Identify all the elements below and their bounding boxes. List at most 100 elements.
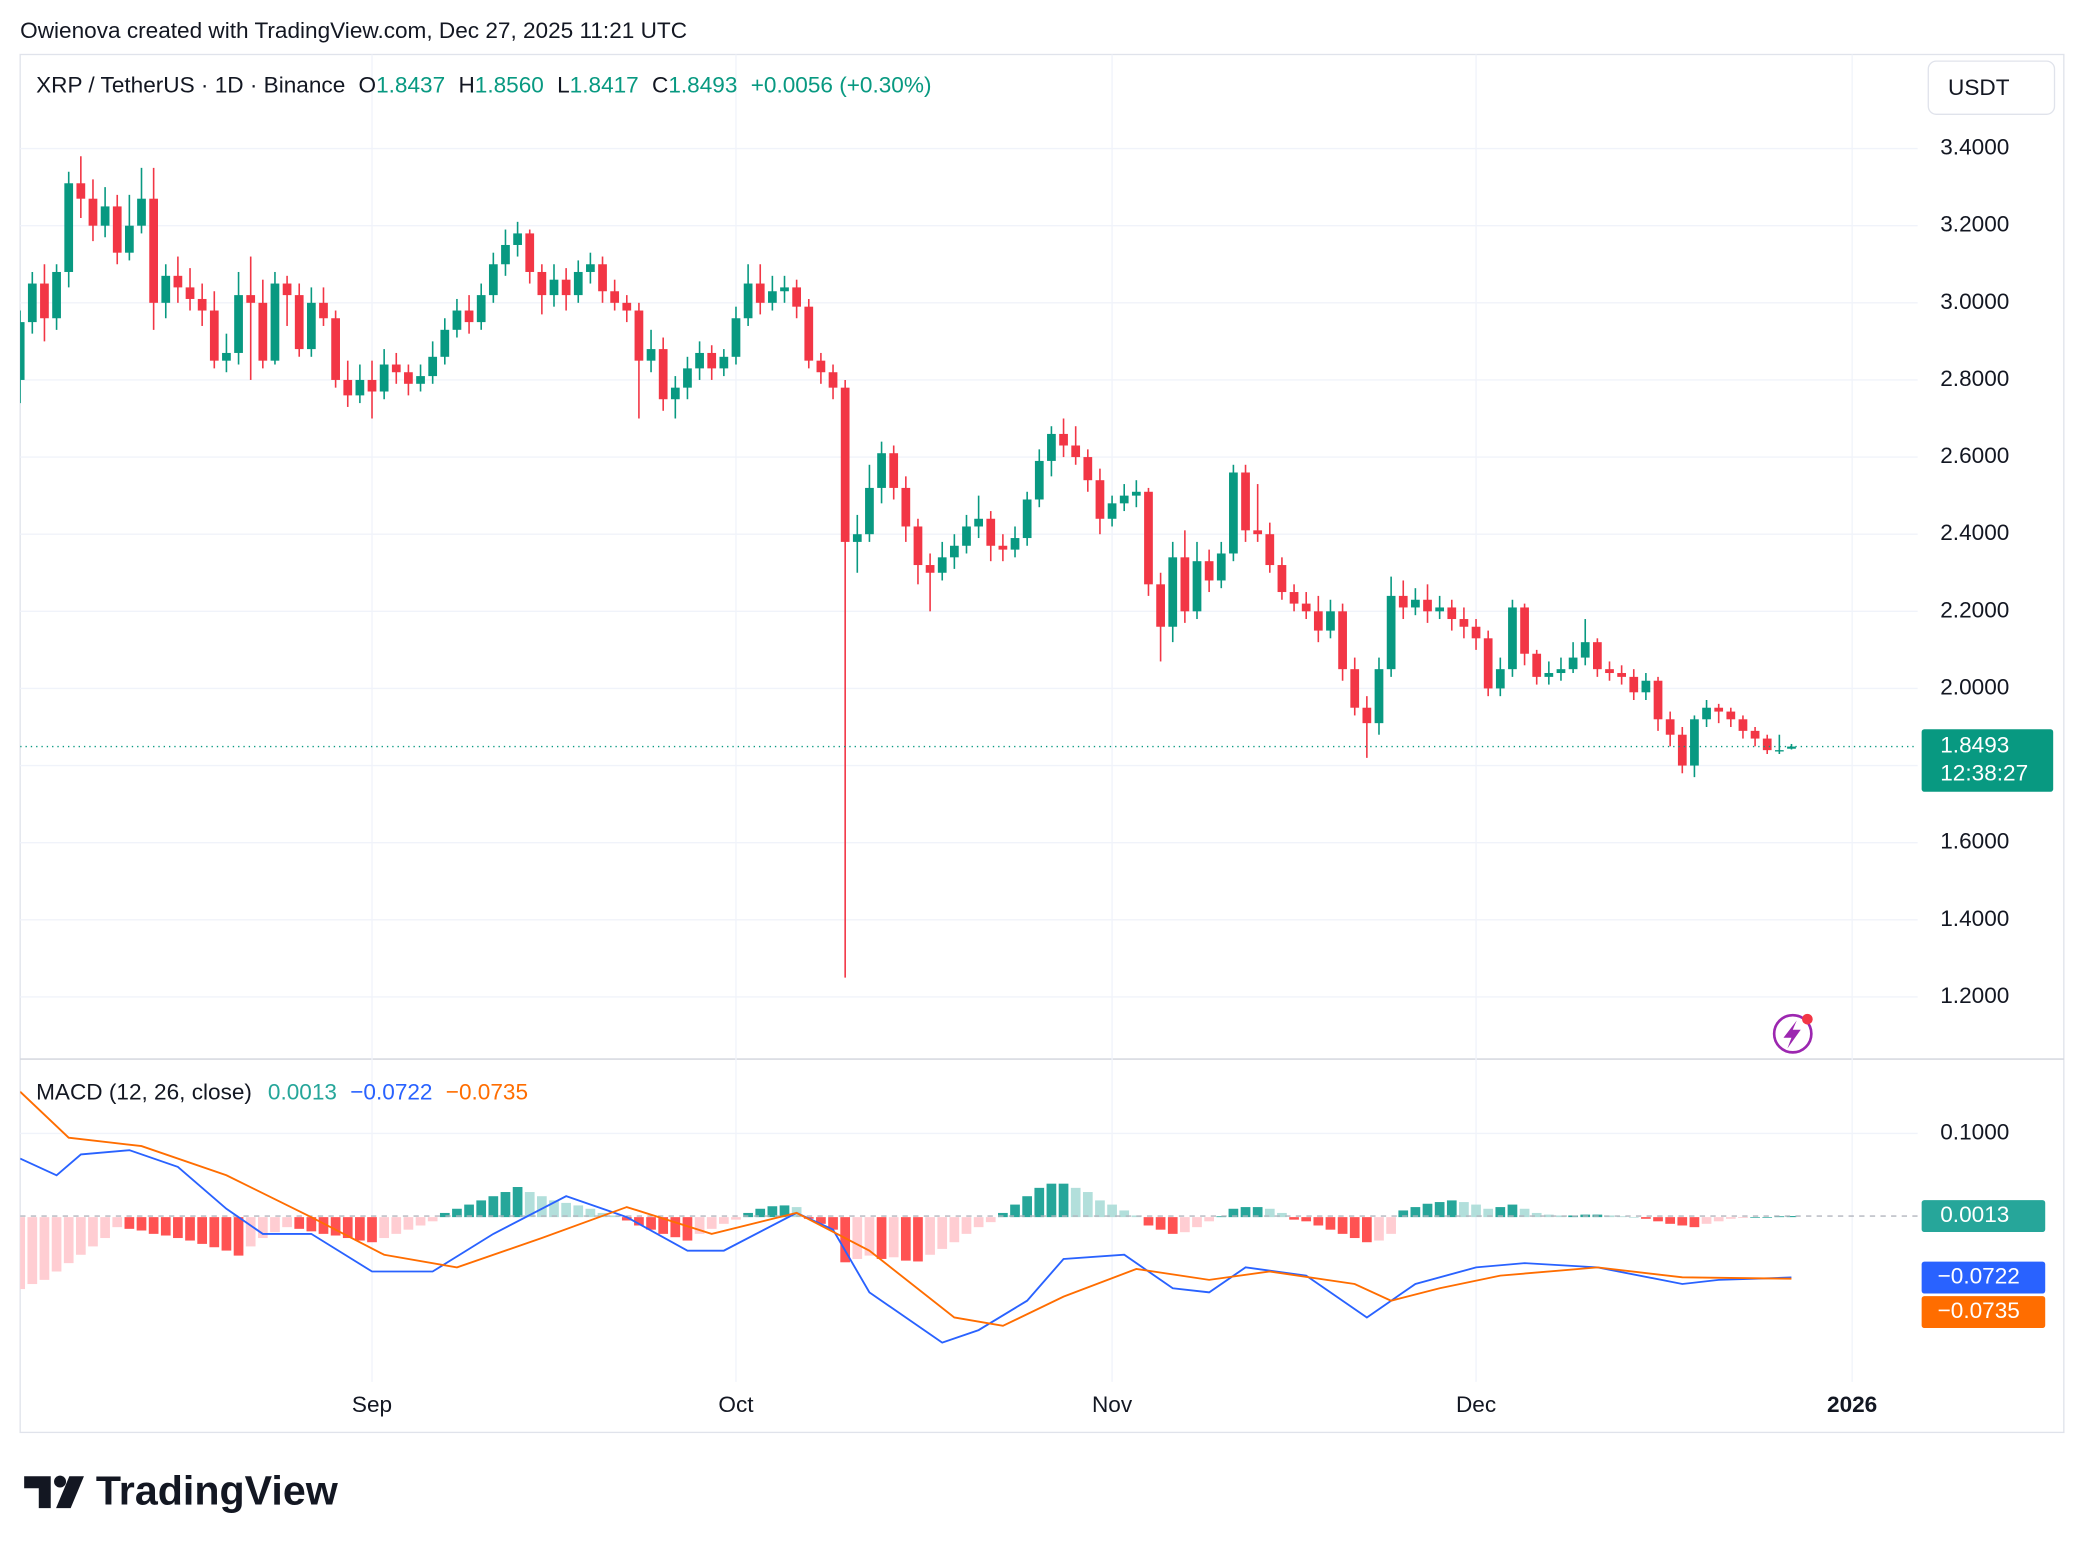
histogram-bar [415,1217,426,1226]
ohlc-label: O [359,72,377,97]
histogram-bar [1107,1204,1117,1218]
histogram-bar [1252,1207,1263,1218]
histogram-bar [1264,1208,1275,1218]
ohlc-label: H [458,72,474,97]
candle-body [974,518,983,527]
candle-body [1386,595,1396,670]
histogram-bar [1386,1217,1396,1234]
chart-title: XRP / TetherUS · 1D · Binance [36,72,345,97]
candle-body [1156,584,1165,627]
histogram-bar [1119,1210,1130,1218]
candle-body [1787,746,1796,749]
candle-body [1119,495,1129,504]
candle-body [40,283,49,319]
histogram-bar [1301,1217,1312,1222]
candle-body [1229,472,1238,554]
histogram-bar [257,1217,268,1239]
histogram-bar [1556,1215,1566,1218]
histogram-bar [88,1217,98,1247]
logo-mark [24,1475,84,1509]
candle-body [1107,503,1117,519]
candle-body [840,387,850,542]
candle-body [719,356,729,369]
histogram-bar [500,1192,511,1218]
candle-body [670,387,680,400]
candle-body [1374,669,1384,724]
histogram-bar [1095,1200,1105,1218]
histogram-bar [1289,1217,1299,1220]
candle-body [804,306,814,361]
candle-body [1313,611,1323,631]
candle-body [476,295,486,323]
candle-body [1338,611,1347,670]
histogram-bar [609,1215,620,1218]
candle-body [1301,603,1311,612]
macd-last: −0.0722 [1938,1263,2020,1288]
histogram-bar [998,1212,1008,1218]
histogram-bar [1519,1208,1530,1218]
x-tick-label: Dec [1456,1392,1496,1417]
histogram-bar [634,1217,644,1226]
candle-body [937,557,947,573]
y-tick-label: 2.2000 [1940,597,2009,622]
candle-body [1131,491,1141,496]
histogram-bar [464,1204,474,1218]
candle-body [1447,607,1457,620]
histogram-bar [148,1217,159,1234]
grid [20,54,1918,1382]
histogram-bar [900,1217,911,1261]
y-tick-label: 3.0000 [1940,289,2009,314]
histogram-bar [731,1217,741,1220]
candle-body [161,275,171,303]
candle-body [294,295,304,350]
histogram-bar [1434,1202,1445,1218]
candle-body [1677,734,1687,766]
x-tick-label: Oct [718,1392,754,1417]
lightning-icon [1772,1013,1813,1054]
candle-body [306,302,316,350]
candle-body [1617,673,1626,677]
macd-header: MACD (12, 26, close) 0.0013 −0.0722 −0.0735 [36,1080,528,1105]
candle-body [792,287,802,307]
histogram-bar [816,1217,826,1224]
candle-body [222,352,231,361]
candle-body [20,322,25,380]
candle-body [561,279,571,296]
histogram-bar [1349,1217,1360,1239]
candle-body [331,318,340,380]
histogram-bar [1628,1217,1639,1218]
y-tick-label: 2.8000 [1940,366,2009,391]
candle-body [282,283,292,296]
ohlc-label: C [652,72,668,97]
candle-body [1095,480,1105,519]
macd-box [1921,1261,2046,1294]
histogram-bar [476,1200,487,1218]
histogram-bar [1507,1204,1518,1218]
y-tick-label: 1.6000 [1940,829,2009,854]
histogram-bar [452,1208,462,1218]
histogram-bar [197,1217,208,1244]
histogram-bar [585,1208,596,1218]
candle-body [1253,530,1263,535]
candle-body [440,329,450,357]
histogram-bar [282,1217,292,1228]
histogram-bar [1362,1217,1372,1243]
candle-body [501,244,510,265]
histogram-bar [1082,1192,1093,1218]
candle-body [1362,707,1372,724]
histogram-bar [1762,1217,1773,1218]
candle-body [1641,680,1651,693]
candle-body [646,349,656,361]
candle-body [1580,642,1590,658]
histogram-bar [1689,1217,1700,1228]
candle-body [1350,669,1360,708]
histogram-bar [1483,1208,1494,1218]
candle-body [404,372,413,384]
histogram-bar [1422,1203,1433,1218]
candle-body [1568,657,1578,670]
candle-body [27,283,37,323]
histogram-bar [961,1217,972,1234]
candle-body [464,310,474,323]
histogram-bar [318,1217,329,1234]
candle-body [76,183,86,199]
